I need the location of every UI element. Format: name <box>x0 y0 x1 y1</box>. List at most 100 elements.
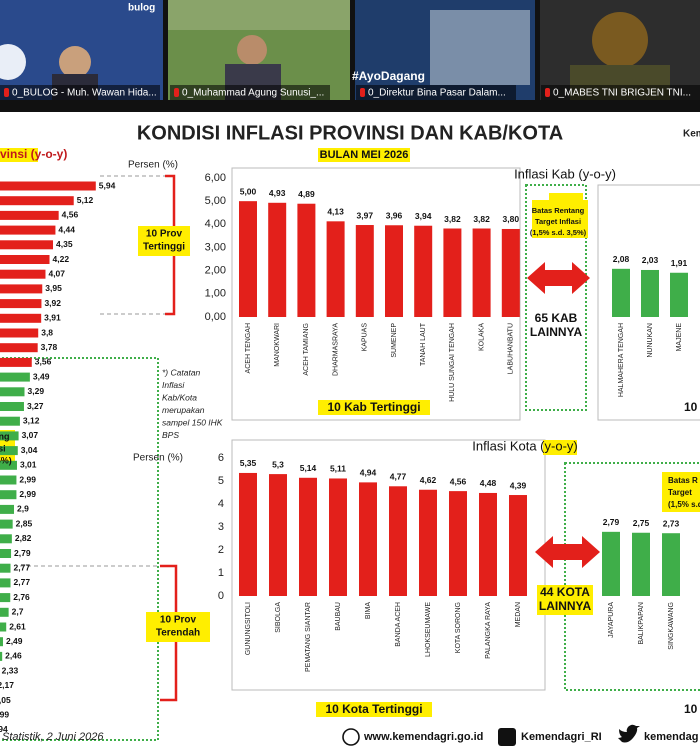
highlight <box>316 702 432 717</box>
chart-caption: 10 <box>684 400 698 414</box>
value-label: 2,77 <box>14 562 31 572</box>
x-tick-label: MAJENE <box>676 323 683 352</box>
x-tick-label: BANDA ACEH <box>395 602 402 647</box>
value-label: 4,44 <box>58 224 75 234</box>
value-label: 2,85 <box>16 518 33 528</box>
dotted-box <box>564 462 700 691</box>
x-tick-label: PEMATANG SIANTAR <box>305 602 312 672</box>
value-label: 2,05 <box>0 695 11 705</box>
bar <box>479 492 497 596</box>
value-label: 5,94 <box>99 180 116 190</box>
value-label: 5,3 <box>272 459 284 469</box>
footer-website[interactable]: www.kemendagri.go.id <box>363 731 483 743</box>
value-label: 2,73 <box>663 518 680 528</box>
tile-label: 0_BULOG - Muh. Wawan Hida... <box>12 88 157 99</box>
x-tick-label: ACEH TENGAH <box>245 323 252 373</box>
bar <box>0 504 15 514</box>
value-label: 3,94 <box>415 211 432 221</box>
mic-icon <box>360 88 365 97</box>
value-label: 3,96 <box>386 211 403 221</box>
bar <box>0 372 30 382</box>
highlight <box>138 226 190 256</box>
tile-label: 0_Muhammad Agung Sunusi_... <box>182 88 324 99</box>
header-logo: Kem <box>683 129 700 140</box>
bar <box>0 240 54 250</box>
chart-caption: 10 Kota Tertinggi <box>325 702 422 716</box>
bar <box>443 228 462 317</box>
bar <box>239 201 257 317</box>
tile-logo: bulog <box>128 3 155 14</box>
bracket-label: Terendah <box>156 628 200 639</box>
bar <box>632 532 650 596</box>
bar <box>0 387 25 397</box>
x-tick-label: JAYAPURA <box>608 602 615 638</box>
target-box: Target Inflasi <box>0 443 6 453</box>
value-label: 4,77 <box>390 472 407 482</box>
slide <box>0 112 700 750</box>
bracket-label: Tertinggi <box>143 242 185 253</box>
y-tick-label: 1 <box>218 567 224 579</box>
x-tick-label: KOLAKA <box>478 323 485 351</box>
value-label: 5,14 <box>300 463 317 473</box>
bar <box>0 651 3 661</box>
x-tick-label: PALANGKA RAYA <box>485 602 492 659</box>
highlight <box>0 148 38 162</box>
axis-unit: Persen (%) <box>133 453 183 464</box>
bar <box>269 474 287 596</box>
bar <box>268 202 287 317</box>
x-tick-label: BAUBAU <box>335 602 342 631</box>
bracket-label: 10 Prov <box>160 615 197 626</box>
mic-icon <box>174 88 179 97</box>
tile-label-bg <box>541 85 700 100</box>
person <box>59 46 91 78</box>
y-tick-label: 4,00 <box>205 218 226 230</box>
value-label: 3,07 <box>22 430 39 440</box>
bar <box>299 477 317 596</box>
chart-caption: 10 <box>684 702 698 716</box>
mic-icon <box>545 88 550 97</box>
value-label: 2,76 <box>13 592 30 602</box>
bar <box>612 268 630 317</box>
panel <box>231 439 546 691</box>
value-label: 2,99 <box>19 474 36 484</box>
value-label: 4,35 <box>56 239 73 249</box>
tile-label: 0_MABES TNI BRIGJEN TNI... <box>553 88 691 99</box>
y-tick-label: 0,00 <box>205 311 226 323</box>
value-label: 1,99 <box>0 709 9 719</box>
value-label: 3,01 <box>20 460 37 470</box>
others-label: LAINNYA <box>539 599 592 613</box>
note: *) Catatan <box>162 367 201 377</box>
note: Kab/Kota <box>162 392 197 402</box>
bracket-label: 10 Prov <box>146 229 183 240</box>
x-tick-label: LHOKSEUMAWE <box>425 602 432 657</box>
slide-title: KONDISI INFLASI PROVINSI DAN KAB/KOTA <box>137 122 563 144</box>
bar <box>641 269 659 317</box>
bar <box>0 255 50 264</box>
bar <box>0 284 43 294</box>
footer-twitter[interactable]: kemendag <box>644 731 698 743</box>
highlight <box>318 400 430 415</box>
logo-shape <box>0 44 26 80</box>
footer-facebook[interactable]: Kemendagri_RI <box>521 731 602 743</box>
tile-labels: 0_BULOG - Muh. Wawan Hida... 0_Muhammad A… <box>0 85 700 100</box>
y-tick-label: 0 <box>218 590 224 602</box>
value-label: 4,56 <box>450 476 467 486</box>
mic-icon <box>4 88 9 97</box>
x-tick-label: TANAH LAUT <box>420 322 427 366</box>
y-tick-label: 5 <box>218 475 224 487</box>
value-label: 2,46 <box>5 651 22 661</box>
bar <box>239 472 257 596</box>
bar <box>355 225 374 317</box>
y-tick-label: 3 <box>218 521 224 533</box>
slide-subtitle: BULAN MEI 2026 <box>320 149 409 161</box>
chart-caption: 10 Kab Tertinggi <box>327 400 420 414</box>
y-tick-label: 2 <box>218 544 224 556</box>
value-label: 3,29 <box>28 386 45 396</box>
tile-tag: #AyoDagang <box>352 69 425 83</box>
y-tick-label: 3,00 <box>205 241 226 253</box>
bar <box>0 490 17 500</box>
y-tick-label: 6,00 <box>205 172 226 184</box>
x-tick-label: ACEH TAMIANG <box>303 323 310 376</box>
note: Inflasi <box>162 380 185 390</box>
